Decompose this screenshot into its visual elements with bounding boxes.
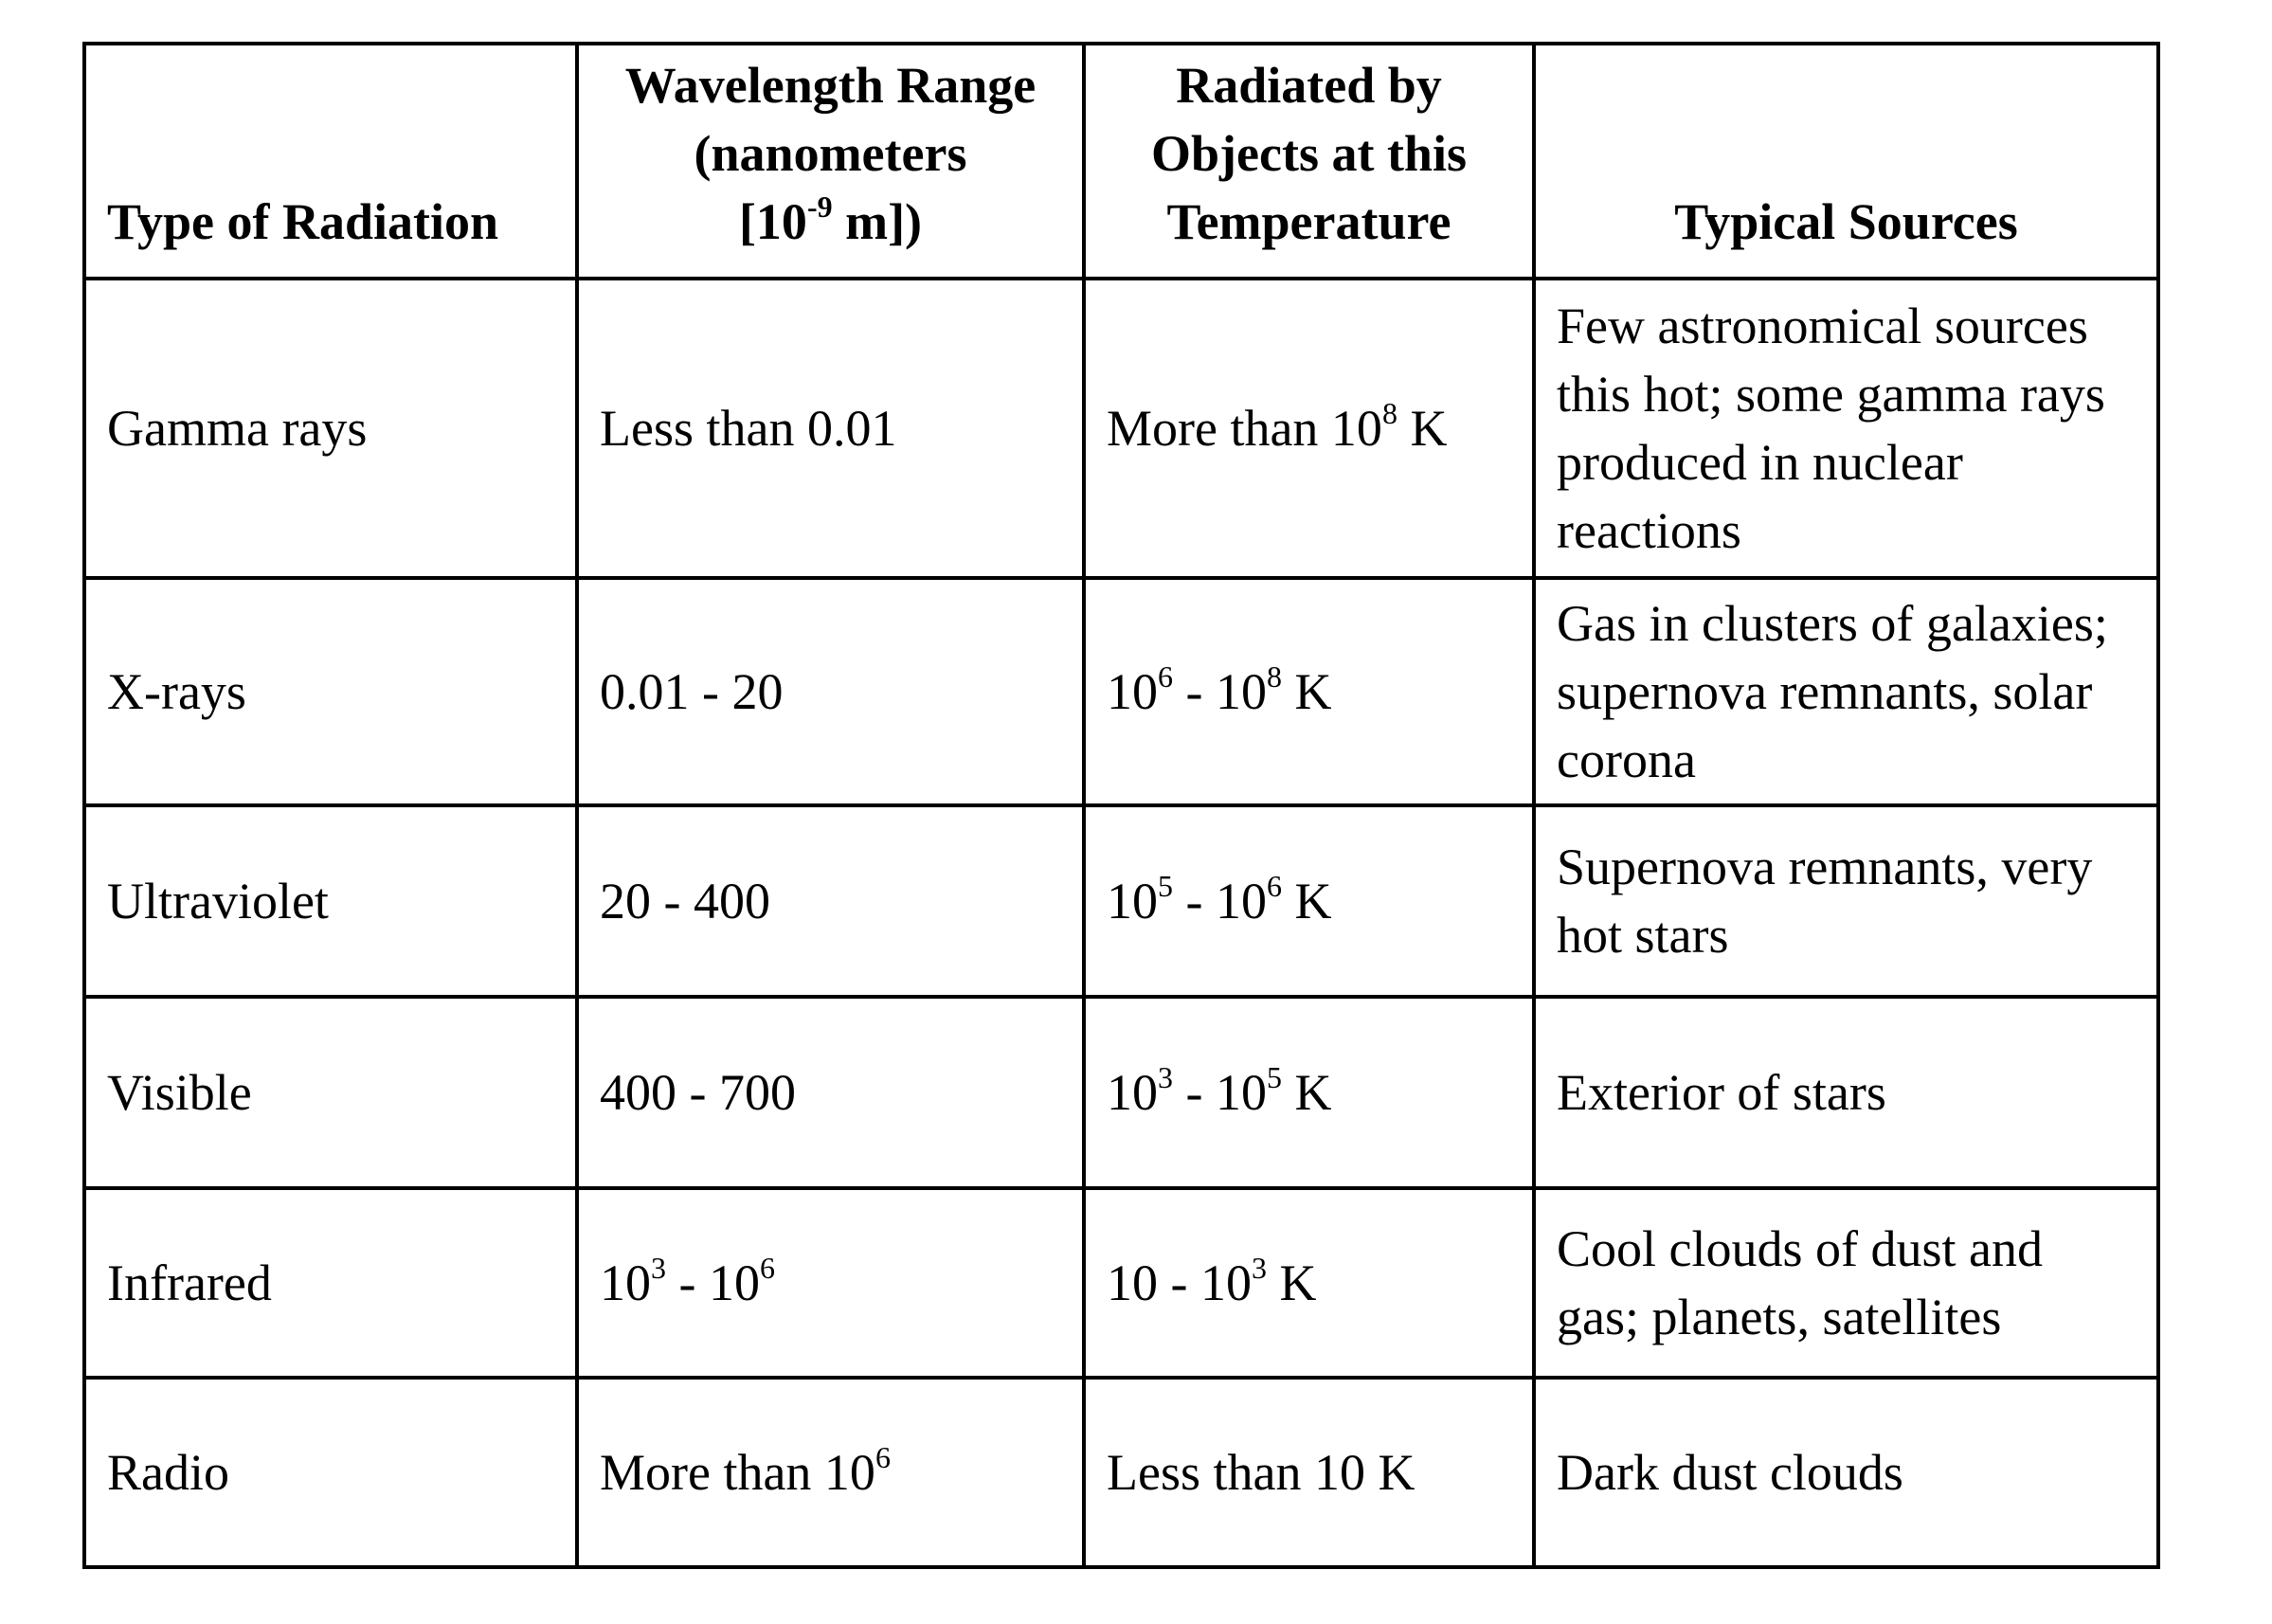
temperature-base: More than 10 [1107,400,1382,457]
cell-sources: Gas in clusters of galaxies; supernova r… [1532,576,2160,807]
wavelength-high-base: - 10 [666,1254,760,1311]
temperature-high-exponent: 8 [1266,659,1282,694]
header-temperature-line1: Radiated by [1176,57,1442,114]
cell-temperature: 106 - 108 K [1082,576,1536,807]
radiation-table: Type of Radiation Wavelength Range (nano… [82,42,2160,1569]
wavelength-text: 20 - 400 [600,873,770,929]
temperature-exponent: 8 [1381,396,1397,430]
cell-sources: Few astronomical sources this hot; some … [1532,277,2160,580]
cell-wavelength: 400 - 700 [575,995,1086,1190]
table-row-infrared: Infrared 103 - 106 10 - 103 K Cool cloud… [82,1186,2160,1380]
table-row-radio: Radio More than 106 Less than 10 K Dark … [82,1376,2160,1569]
header-wavelength-unit: m]) [832,193,923,250]
header-wavelength-exponent: -9 [806,189,833,224]
cell-wavelength: 20 - 400 [575,803,1086,999]
table-row-x-rays: X-rays 0.01 - 20 106 - 108 K Gas in clus… [82,576,2160,807]
cell-temperature: 105 - 106 K [1082,803,1536,999]
header-wavelength-base: [10 [738,193,807,250]
temperature-unit: K [1281,663,1332,720]
temperature-unit: K [1397,400,1448,457]
header-temperature-line3: Temperature [1166,193,1452,250]
header-type-label: Type of Radiation [107,193,499,250]
temperature-low-exponent: 6 [1158,659,1173,694]
wavelength-low-base: 10 [600,1254,651,1311]
table-row-gamma-rays: Gamma rays Less than 0.01 More than 108 … [82,277,2160,580]
cell-temperature: 10 - 103 K [1082,1186,1536,1380]
cell-type: Radio [82,1376,579,1569]
wavelength-base: More than 10 [600,1444,875,1501]
cell-sources: Cool clouds of dust and gas; planets, sa… [1532,1186,2160,1380]
temperature-low-base: 10 [1107,663,1158,720]
cell-type: Visible [82,995,579,1190]
cell-wavelength: More than 106 [575,1376,1086,1569]
cell-sources: Dark dust clouds [1532,1376,2160,1569]
cell-temperature: Less than 10 K [1082,1376,1536,1569]
wavelength-text: 0.01 - 20 [600,663,784,720]
wavelength-exponent: 6 [875,1440,891,1474]
temperature-low-base: 10 [1107,1064,1158,1121]
header-temperature-line2: Objects at this [1151,125,1467,182]
wavelength-high-exponent: 6 [759,1251,775,1285]
table-row-visible: Visible 400 - 700 103 - 105 K Exterior o… [82,995,2160,1190]
cell-type: X-rays [82,576,579,807]
header-sources: Typical Sources [1532,42,2160,280]
header-wavelength-line1: Wavelength Range [624,57,1037,114]
cell-type: Gamma rays [82,277,579,580]
wavelength-text: Less than 0.01 [600,400,897,457]
cell-wavelength: 103 - 106 [575,1186,1086,1380]
header-wavelength-line3: [10-9 m]) [600,188,1061,256]
wavelength-low-exponent: 3 [651,1251,666,1285]
temperature-base: 10 - 10 [1107,1254,1252,1311]
cell-sources: Exterior of stars [1532,995,2160,1190]
header-row: Type of Radiation Wavelength Range (nano… [82,42,2160,280]
temperature-low-exponent: 3 [1158,1060,1173,1094]
header-sources-label: Typical Sources [1674,193,2018,250]
temperature-low-base: 10 [1107,873,1158,929]
cell-sources: Supernova remnants, very hot stars [1532,803,2160,999]
header-type: Type of Radiation [82,42,579,280]
temperature-unit: K [1266,1254,1317,1311]
cell-type: Ultraviolet [82,803,579,999]
cell-type: Infrared [82,1186,579,1380]
temperature-high-exponent: 5 [1266,1060,1282,1094]
cell-wavelength: 0.01 - 20 [575,576,1086,807]
temperature-high-base: - 10 [1173,1064,1267,1121]
cell-wavelength: Less than 0.01 [575,277,1086,580]
temperature-exponent: 3 [1251,1251,1267,1285]
temperature-unit: K [1281,1064,1332,1121]
cell-temperature: 103 - 105 K [1082,995,1536,1190]
temperature-low-exponent: 5 [1158,869,1173,903]
temperature-high-base: - 10 [1173,873,1267,929]
temperature-text: Less than 10 K [1107,1444,1415,1501]
table-row-ultraviolet: Ultraviolet 20 - 400 105 - 106 K Superno… [82,803,2160,999]
temperature-unit: K [1281,873,1332,929]
temperature-high-base: - 10 [1173,663,1267,720]
header-wavelength-line2: (nanometers [694,125,967,182]
cell-temperature: More than 108 K [1082,277,1536,580]
header-wavelength: Wavelength Range (nanometers [10-9 m]) [575,42,1086,280]
temperature-high-exponent: 6 [1266,869,1282,903]
wavelength-text: 400 - 700 [600,1064,796,1121]
header-temperature: Radiated by Objects at this Temperature [1082,42,1536,280]
